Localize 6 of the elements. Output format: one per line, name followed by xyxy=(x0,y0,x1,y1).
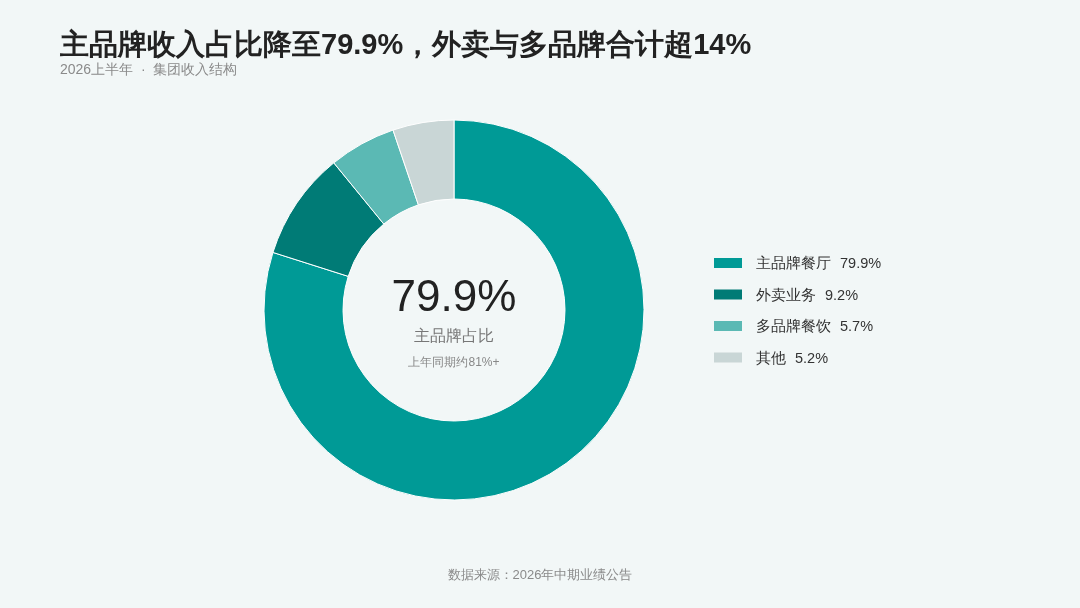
annotation: 数据来源：2026年中期业绩公告 xyxy=(447,567,633,582)
title: 主品牌收入占比降至79.9%，外卖与多品牌合计超14% xyxy=(60,28,752,60)
annotation: 主品牌占比 xyxy=(414,327,494,344)
annotation: 79.9% xyxy=(391,271,517,320)
annotation: 上年同期约81%+ xyxy=(408,355,500,369)
subtitle: 2026上半年 · 集团收入结构 xyxy=(60,61,238,77)
